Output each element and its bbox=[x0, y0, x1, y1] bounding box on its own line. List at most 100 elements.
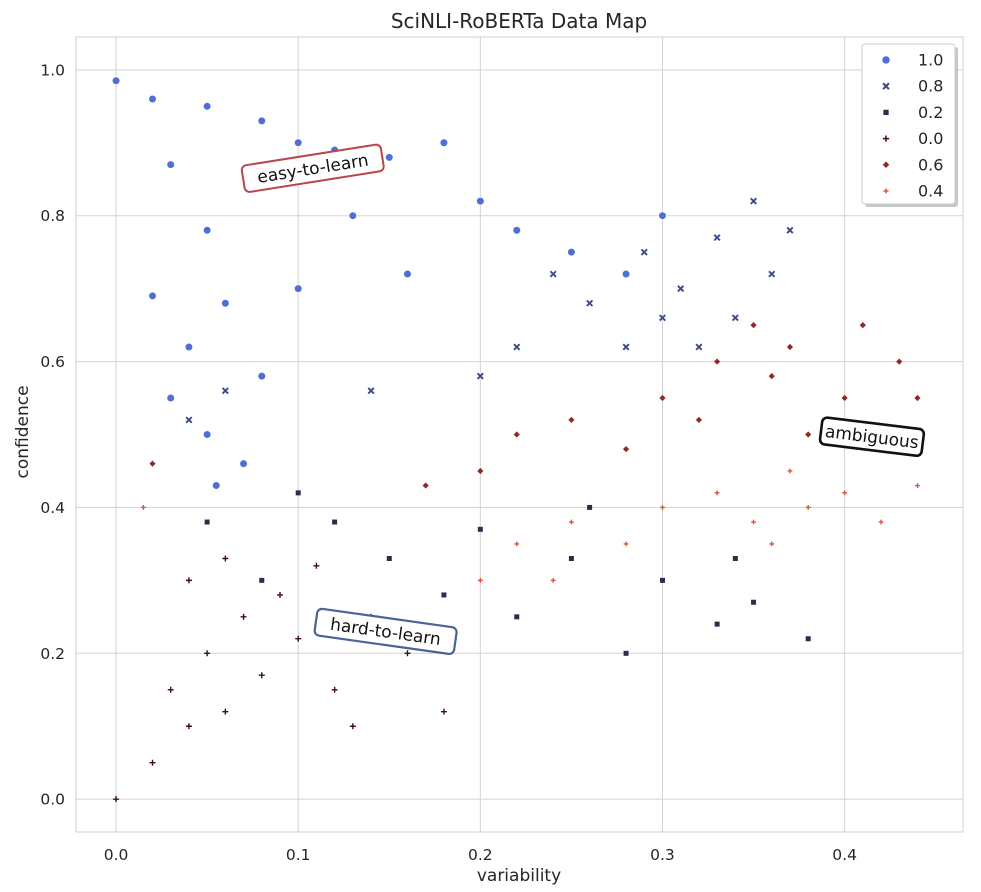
x-tick-label: 0.0 bbox=[104, 846, 129, 864]
data-point bbox=[695, 343, 703, 351]
annotation-box bbox=[313, 607, 458, 656]
y-tick-label: 0.8 bbox=[40, 207, 65, 225]
data-point bbox=[787, 468, 793, 474]
data-point bbox=[731, 314, 739, 322]
series-1.0 bbox=[111, 76, 667, 490]
data-point bbox=[295, 490, 301, 496]
y-tick-label: 1.0 bbox=[40, 61, 65, 79]
data-point bbox=[659, 577, 665, 583]
data-point bbox=[476, 196, 485, 206]
grid bbox=[76, 37, 963, 832]
data-point bbox=[805, 636, 811, 642]
data-point bbox=[587, 504, 593, 510]
data-point bbox=[295, 635, 302, 642]
legend-marker bbox=[882, 135, 890, 142]
data-point bbox=[714, 621, 720, 627]
y-tick-label: 0.4 bbox=[40, 499, 65, 517]
data-point bbox=[185, 416, 193, 424]
data-point bbox=[568, 416, 575, 424]
data-point bbox=[567, 247, 576, 257]
data-point bbox=[514, 541, 520, 547]
data-point bbox=[550, 577, 556, 583]
data-point bbox=[751, 519, 756, 525]
data-point bbox=[185, 577, 192, 584]
data-point bbox=[167, 686, 174, 693]
data-point bbox=[440, 708, 447, 715]
axis-ticks: 0.0 0.1 0.2 0.3 0.4 0.0 0.2 0.4 0.6 0.8 1.0 bbox=[40, 61, 857, 864]
legend-marker bbox=[882, 161, 890, 169]
data-point bbox=[185, 723, 192, 730]
data-point bbox=[367, 387, 375, 395]
data-point bbox=[786, 343, 794, 351]
data-point bbox=[349, 723, 356, 730]
data-point bbox=[805, 431, 812, 438]
x-tick-label: 0.4 bbox=[832, 846, 857, 864]
y-tick-label: 0.6 bbox=[40, 353, 65, 371]
chart-title: SciNLI-RoBERTa Data Map bbox=[391, 9, 647, 33]
data-point bbox=[677, 285, 685, 293]
data-point bbox=[221, 387, 229, 395]
data-point bbox=[769, 541, 775, 547]
data-point bbox=[166, 160, 176, 169]
data-point bbox=[441, 592, 447, 598]
data-point bbox=[622, 343, 630, 351]
series-0.0 bbox=[113, 555, 447, 803]
data-point bbox=[841, 394, 848, 402]
data-point bbox=[751, 599, 757, 605]
data-point bbox=[257, 371, 267, 381]
legend-label: 0.8 bbox=[918, 77, 943, 96]
data-point bbox=[259, 577, 265, 583]
data-point bbox=[403, 269, 412, 279]
data-point bbox=[204, 519, 210, 525]
legend-label: 0.0 bbox=[918, 129, 943, 148]
data-point bbox=[714, 490, 720, 496]
data-point bbox=[202, 101, 212, 111]
data-point bbox=[404, 650, 411, 657]
data-point bbox=[914, 394, 921, 402]
data-point bbox=[623, 541, 629, 547]
data-point bbox=[695, 416, 703, 424]
data-point bbox=[640, 248, 648, 256]
data-point bbox=[750, 197, 758, 205]
data-point bbox=[896, 358, 903, 365]
data-point bbox=[622, 445, 630, 453]
data-point bbox=[513, 431, 520, 438]
data-point bbox=[786, 226, 794, 234]
data-point bbox=[660, 505, 665, 510]
data-point bbox=[477, 467, 484, 475]
data-point bbox=[222, 708, 229, 715]
data-point bbox=[512, 225, 522, 235]
annotation-box bbox=[818, 416, 926, 458]
data-point bbox=[714, 358, 721, 365]
x-tick-label: 0.1 bbox=[286, 846, 311, 864]
data-point bbox=[386, 555, 392, 561]
data-point bbox=[348, 211, 358, 220]
data-point bbox=[113, 796, 120, 803]
data-point bbox=[258, 672, 265, 679]
data-point bbox=[332, 519, 338, 525]
data-point bbox=[384, 153, 394, 162]
data-point bbox=[140, 505, 146, 510]
legend-label: 1.0 bbox=[918, 51, 943, 70]
data-point bbox=[659, 394, 666, 402]
data-point bbox=[568, 555, 574, 561]
plot-frame bbox=[75, 36, 964, 833]
data-point bbox=[513, 343, 521, 351]
data-point bbox=[293, 284, 303, 293]
data-point bbox=[768, 270, 776, 278]
data-point bbox=[276, 591, 283, 598]
data-point bbox=[842, 490, 848, 496]
series-0.2 bbox=[204, 490, 811, 656]
data-point bbox=[623, 650, 629, 656]
data-point bbox=[586, 299, 594, 307]
data-point bbox=[257, 116, 267, 126]
data-point bbox=[422, 482, 429, 489]
x-axis-label: variability bbox=[477, 866, 561, 886]
data-point bbox=[659, 314, 666, 322]
data-point bbox=[331, 686, 338, 693]
data-point bbox=[202, 430, 212, 439]
data-point bbox=[222, 555, 229, 562]
legend-label: 0.4 bbox=[918, 182, 943, 201]
